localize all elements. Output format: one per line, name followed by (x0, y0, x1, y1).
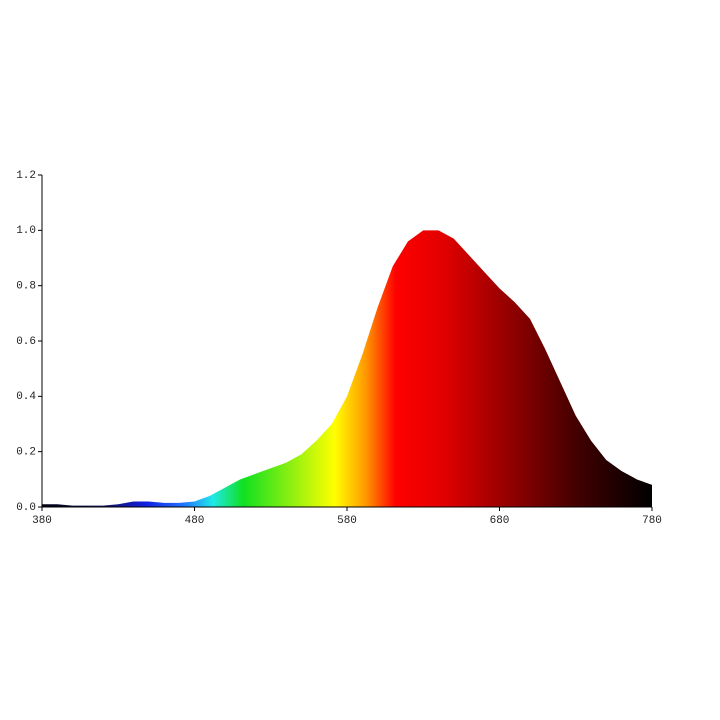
plot (42, 230, 652, 508)
x-tick-label: 680 (490, 515, 510, 527)
x-tick-label: 780 (642, 515, 662, 527)
x-tick-label: 380 (32, 515, 52, 527)
y-tick-label: 1.2 (16, 170, 36, 182)
y-tick-label: 0.8 (16, 281, 36, 293)
x-tick-label: 480 (185, 515, 205, 527)
y-tick-label: 0.0 (16, 502, 36, 514)
y-tick-label: 0.4 (16, 391, 36, 403)
spectrum-area (42, 230, 652, 508)
y-tick-label: 1.0 (16, 225, 36, 237)
y-tick-label: 0.2 (16, 447, 36, 459)
x-tick-label: 580 (337, 515, 357, 527)
y-tick-label: 0.6 (16, 336, 36, 348)
